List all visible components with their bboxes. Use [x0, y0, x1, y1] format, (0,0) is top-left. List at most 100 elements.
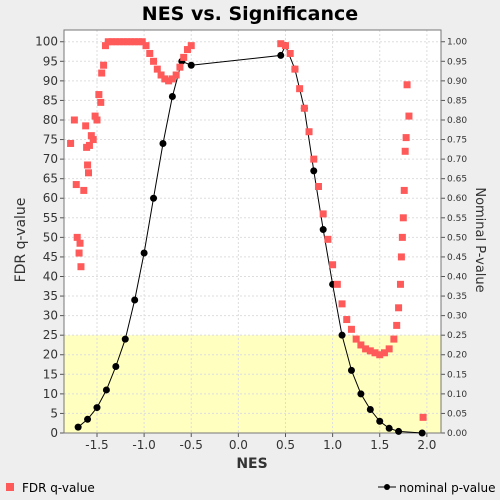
- fdr-q-value-point: [91, 112, 99, 120]
- fdr-q-value-point: [150, 57, 158, 65]
- y-axis-label: FDR q-value: [13, 198, 29, 283]
- fdr-q-value-point: [138, 38, 146, 46]
- fdr-q-value-point: [403, 81, 411, 89]
- fdr-q-value-point: [371, 349, 379, 357]
- legend-fdr-marker: [6, 483, 14, 491]
- y2-axis-label: Nominal P-value: [472, 187, 487, 292]
- fdr-q-value-point: [176, 63, 184, 71]
- nominal-p-value-point: [376, 417, 384, 425]
- fdr-q-value-point: [343, 316, 351, 324]
- fdr-q-value-point: [395, 304, 403, 312]
- x-tick-label: -1.0: [132, 438, 155, 452]
- y2-tick-label: 0.45: [447, 253, 467, 263]
- fdr-q-value-point: [76, 239, 84, 247]
- nominal-p-value-point: [93, 404, 101, 412]
- y-tick-label: 60: [43, 191, 58, 205]
- fdr-q-value-point: [101, 42, 109, 50]
- y2-tick-label: 0.60: [447, 194, 467, 204]
- nominal-p-value-point: [121, 335, 129, 343]
- axes: -1.5 -1.0 -0.5 0.0 0.5 1.0 1.5 2.0 0 5 10 15 20 25 30 3…: [35, 29, 467, 452]
- nominal-p-value-point: [187, 61, 195, 69]
- fdr-q-value-point: [73, 233, 81, 241]
- nominal-p-value-point: [74, 423, 82, 431]
- fdr-q-value-point: [72, 181, 80, 189]
- nominal-p-value-point: [418, 429, 426, 437]
- nominal-p-value-point: [395, 427, 403, 435]
- y2-tick-label: 0.90: [447, 77, 467, 87]
- y-tick-label: 85: [43, 93, 58, 107]
- fdr-q-value-point: [161, 75, 169, 83]
- y2-tick-label: 0.65: [447, 175, 467, 185]
- nominal-p-value-point: [366, 406, 374, 414]
- fdr-q-value-point: [398, 233, 406, 241]
- x-tick-label: 1.5: [370, 438, 389, 452]
- fdr-q-value-point: [319, 210, 327, 218]
- fdr-q-value-point: [183, 46, 191, 54]
- x-tick-label: 0.0: [229, 438, 248, 452]
- nominal-p-value-point: [338, 331, 346, 339]
- y-tick-label: 50: [43, 230, 58, 244]
- fdr-q-value-point: [131, 38, 139, 46]
- fdr-q-value-point: [401, 147, 409, 155]
- fdr-q-value-point: [89, 136, 97, 144]
- y-tick-label: 25: [43, 328, 58, 342]
- nominal-p-value-point: [84, 415, 92, 423]
- y-tick-label: 90: [43, 74, 58, 88]
- fdr-q-value-point: [310, 155, 318, 163]
- fdr-q-value-point: [380, 349, 388, 357]
- y-tick-label: 80: [43, 113, 58, 127]
- fdr-q-value-point: [397, 253, 405, 261]
- nominal-p-value-line: [77, 44, 423, 434]
- y2-tick-label: 0.95: [447, 57, 467, 67]
- fdr-q-value-point: [112, 38, 120, 46]
- fdr-q-value-point: [168, 75, 176, 83]
- y-tick-label: 45: [43, 250, 58, 264]
- y2-tick-label: 0.75: [447, 136, 467, 146]
- y-tick-label: 100: [35, 35, 58, 49]
- fdr-q-value-point: [281, 42, 289, 50]
- y2-tick-label: 0.40: [447, 272, 467, 282]
- fdr-q-value-point: [87, 132, 95, 140]
- fdr-q-value-point: [366, 347, 374, 355]
- fdr-q-value-point: [419, 413, 427, 421]
- fdr-q-value-point: [77, 263, 85, 271]
- y2-tick-label: 0.05: [447, 409, 467, 419]
- fdr-q-value-point: [95, 91, 103, 99]
- x-tick-label: 1.0: [323, 438, 342, 452]
- plot-area: [64, 30, 441, 434]
- y-tick-label: 55: [43, 211, 58, 225]
- fdr-q-value-point: [324, 235, 332, 243]
- y2-tick-label: 0.80: [447, 116, 467, 126]
- nominal-p-value-point: [347, 366, 355, 374]
- y2-tick-label: 1.00: [447, 38, 467, 48]
- x-tick-label: 0.5: [276, 438, 295, 452]
- fdr-q-value-point: [134, 38, 142, 46]
- fdr-q-value-point: [97, 98, 105, 106]
- y-tick-label: 0: [50, 426, 58, 440]
- fdr-q-value-point: [67, 139, 75, 147]
- y-tick-label: 5: [50, 406, 58, 420]
- fdr-q-value-point: [127, 38, 135, 46]
- fdr-q-value-point: [399, 214, 407, 222]
- fdr-q-value-point: [75, 249, 83, 257]
- y2-tick-label: 0.35: [447, 292, 467, 302]
- fdr-q-value-point: [362, 345, 370, 353]
- y-tick-label: 10: [43, 387, 58, 401]
- nominal-p-value-point: [140, 249, 148, 257]
- x-tick-label: -1.5: [85, 438, 108, 452]
- y-tick-label: 95: [43, 54, 58, 68]
- fdr-q-value-point: [357, 341, 365, 349]
- legend-nominal-label: nominal p-value: [399, 481, 495, 495]
- nominal-p-value-point: [385, 424, 393, 432]
- fdr-q-value-point: [376, 351, 384, 359]
- x-axis-label: NES: [236, 456, 267, 472]
- fdr-q-value-point: [296, 85, 304, 93]
- y2-tick-label: 0.10: [447, 390, 467, 400]
- fdr-q-value-point: [286, 49, 294, 57]
- plot-frame: [63, 29, 442, 434]
- y-tick-label: 20: [43, 348, 58, 362]
- y-tick-label: 35: [43, 289, 58, 303]
- fdr-q-value-point: [180, 53, 188, 61]
- fdr-q-value-point: [165, 77, 173, 85]
